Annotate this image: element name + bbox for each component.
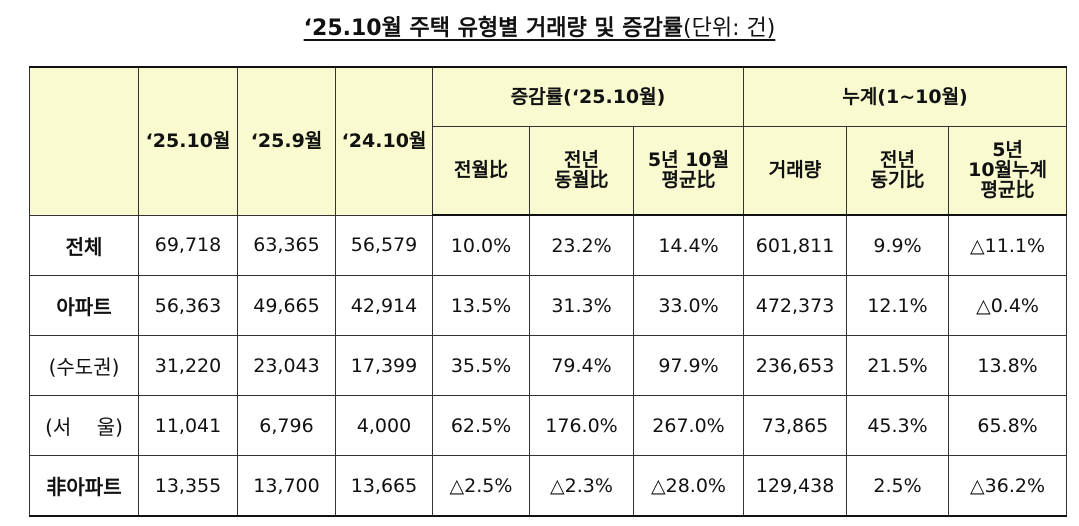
cell-cum-avg5: △11.1% (948, 214, 1068, 276)
row-label: 전체 (29, 214, 139, 276)
cell-yoy: 31.3% (529, 275, 634, 336)
cell-cum-avg5: △0.4% (948, 275, 1068, 336)
cell-cum-avg5: △36.2% (948, 455, 1068, 517)
cell-oct24: 13,665 (335, 455, 433, 517)
cell-cum: 129,438 (743, 455, 848, 517)
cell-mom: △2.5% (432, 455, 530, 517)
cell-cum-yoy: 9.9% (846, 214, 950, 276)
table-row-non-apartment: 非아파트 13,355 13,700 13,665 △2.5% △2.3% △2… (29, 455, 1068, 517)
header-cum-yoy: 전년 동기比 (846, 125, 950, 216)
header-yoy-line1: 전년 (564, 149, 599, 172)
cell-mom: 10.0% (432, 214, 530, 276)
header-cum-avg5-line3: 평균比 (980, 179, 1035, 202)
table-row-seoul: (서 울) 11,041 6,796 4,000 62.5% 176.0% 26… (29, 395, 1068, 456)
header-oct25: ‘25.10월 (138, 66, 238, 216)
header-avg5-line1: 5년 10월 (647, 149, 730, 172)
row-label: 아파트 (29, 275, 139, 336)
cell-cum: 472,373 (743, 275, 848, 336)
cell-mom: 62.5% (432, 395, 530, 456)
header-cum-avg5-line1: 5년 (992, 139, 1023, 162)
cell-sep25: 63,365 (237, 214, 336, 276)
header-cum-volume: 거래량 (743, 125, 848, 216)
table-row-total: 전체 69,718 63,365 56,579 10.0% 23.2% 14.4… (29, 214, 1068, 276)
header-cum-yoy-line1: 전년 (880, 149, 916, 172)
cell-oct24: 42,914 (335, 275, 433, 336)
header-yoy: 전년 동월比 (529, 125, 634, 216)
row-label: (수도권) (29, 335, 139, 396)
document-title: ‘25.10월 주택 유형별 거래량 및 증감률(단위: 건) (0, 14, 1079, 44)
cell-yoy: 176.0% (529, 395, 634, 456)
cell-cum: 73,865 (743, 395, 848, 456)
cell-cum-avg5: 13.8% (948, 335, 1068, 396)
cell-mom: 35.5% (432, 335, 530, 396)
title-unit: (단위: 건) (683, 16, 776, 41)
table-row-capital-area: (수도권) 31,220 23,043 17,399 35.5% 79.4% 9… (29, 335, 1068, 396)
cell-oct24: 56,579 (335, 214, 433, 276)
cell-oct25: 69,718 (138, 214, 238, 276)
header-cum-avg5-line2: 10월누계 (968, 159, 1047, 182)
cell-oct24: 4,000 (335, 395, 433, 456)
cell-cum-avg5: 65.8% (948, 395, 1068, 456)
row-label: (서 울) (29, 395, 139, 456)
cell-cum: 236,653 (743, 335, 848, 396)
row-label: 非아파트 (29, 455, 139, 517)
cell-yoy: 79.4% (529, 335, 634, 396)
cell-oct25: 56,363 (138, 275, 238, 336)
header-avg5-line2: 평균比 (661, 169, 716, 192)
cell-cum-yoy: 21.5% (846, 335, 950, 396)
cell-avg5: 97.9% (632, 335, 745, 396)
header-yoy-line2: 동월比 (554, 169, 609, 192)
cell-cum-yoy: 45.3% (846, 395, 950, 456)
cell-oct24: 17,399 (335, 335, 433, 396)
cell-oct25: 11,041 (138, 395, 238, 456)
header-cum-yoy-line2: 동기比 (870, 169, 925, 192)
header-oct24: ‘24.10월 (335, 66, 433, 216)
cell-sep25: 6,796 (237, 395, 336, 456)
cell-avg5: △28.0% (632, 455, 745, 517)
cell-cum: 601,811 (743, 214, 848, 276)
header-sep25: ‘25.9월 (237, 66, 336, 216)
header-avg5: 5년 10월 평균比 (632, 125, 745, 216)
cell-mom: 13.5% (432, 275, 530, 336)
cell-oct25: 13,355 (138, 455, 238, 517)
cell-avg5: 14.4% (632, 214, 745, 276)
cell-sep25: 13,700 (237, 455, 336, 517)
cell-sep25: 49,665 (237, 275, 336, 336)
header-group-change: 증감률(‘25.10월) (431, 66, 745, 127)
cell-avg5: 267.0% (632, 395, 745, 456)
header-cum-avg5: 5년 10월누계 평균比 (948, 125, 1068, 216)
cell-avg5: 33.0% (632, 275, 745, 336)
cell-oct25: 31,220 (138, 335, 238, 396)
title-main: ‘25.10월 주택 유형별 거래량 및 증감률 (303, 16, 684, 41)
cell-cum-yoy: 2.5% (846, 455, 950, 517)
housing-transactions-table: ‘25.10월 ‘25.9월 ‘24.10월 증감률(‘25.10월) 누계(1… (29, 66, 1068, 517)
header-group-cumulative: 누계(1~10월) (743, 66, 1068, 127)
cell-yoy: 23.2% (529, 214, 634, 276)
table-row-apartment: 아파트 56,363 49,665 42,914 13.5% 31.3% 33.… (29, 275, 1068, 336)
header-mom: 전월比 (432, 125, 530, 216)
cell-sep25: 23,043 (237, 335, 336, 396)
cell-yoy: △2.3% (529, 455, 634, 517)
header-category (29, 66, 139, 216)
cell-cum-yoy: 12.1% (846, 275, 950, 336)
